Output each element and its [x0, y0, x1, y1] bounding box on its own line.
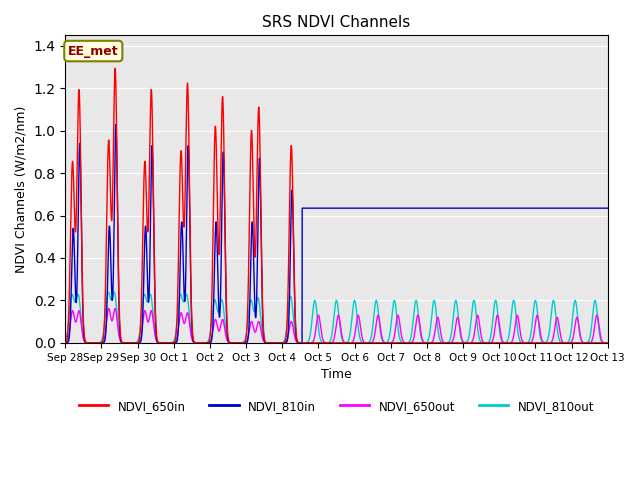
NDVI_650in — [464, 340, 472, 346]
Line: NDVI_810in: NDVI_810in — [65, 124, 608, 343]
NDVI_810out — [406, 337, 414, 343]
NDVI_650in — [111, 65, 119, 71]
NDVI_810in — [464, 205, 472, 211]
NDVI_650in — [61, 340, 69, 346]
NDVI_810in — [112, 121, 120, 127]
NDVI_650in — [406, 340, 414, 346]
Legend: NDVI_650in, NDVI_810in, NDVI_650out, NDVI_810out: NDVI_650in, NDVI_810in, NDVI_650out, NDV… — [74, 395, 599, 417]
NDVI_650in — [89, 340, 97, 346]
NDVI_650out — [89, 340, 97, 346]
Text: EE_met: EE_met — [68, 45, 118, 58]
NDVI_810in — [258, 270, 266, 276]
NDVI_810out — [604, 340, 612, 346]
NDVI_650out — [105, 306, 113, 312]
NDVI_650in — [258, 264, 266, 269]
NDVI_810in — [383, 205, 390, 211]
NDVI_810in — [61, 340, 69, 346]
Line: NDVI_650out: NDVI_650out — [65, 309, 608, 343]
NDVI_650in — [493, 340, 500, 346]
X-axis label: Time: Time — [321, 368, 352, 381]
NDVI_650out — [271, 340, 279, 346]
NDVI_810in — [604, 205, 612, 211]
NDVI_650out — [493, 315, 500, 321]
Line: NDVI_810out: NDVI_810out — [65, 292, 608, 343]
NDVI_650out — [61, 340, 69, 346]
NDVI_810out — [104, 289, 112, 295]
NDVI_650out — [604, 340, 612, 346]
NDVI_810out — [383, 340, 390, 346]
NDVI_810out — [61, 338, 69, 344]
NDVI_810in — [89, 340, 97, 346]
NDVI_810in — [493, 205, 500, 211]
NDVI_650in — [604, 340, 612, 346]
Y-axis label: NDVI Channels (W/m2/nm): NDVI Channels (W/m2/nm) — [15, 106, 28, 273]
NDVI_650in — [383, 340, 390, 346]
NDVI_810out — [493, 300, 500, 306]
NDVI_650out — [464, 340, 472, 346]
NDVI_810out — [271, 340, 278, 346]
NDVI_810out — [89, 340, 97, 346]
Line: NDVI_650in: NDVI_650in — [65, 68, 608, 343]
NDVI_810in — [272, 340, 280, 346]
NDVI_810out — [464, 338, 472, 344]
NDVI_650in — [364, 340, 372, 346]
NDVI_810in — [406, 205, 414, 211]
NDVI_810out — [258, 324, 266, 330]
NDVI_650out — [383, 340, 390, 346]
NDVI_650out — [258, 332, 266, 337]
Title: SRS NDVI Channels: SRS NDVI Channels — [262, 15, 411, 30]
NDVI_650out — [406, 340, 414, 346]
